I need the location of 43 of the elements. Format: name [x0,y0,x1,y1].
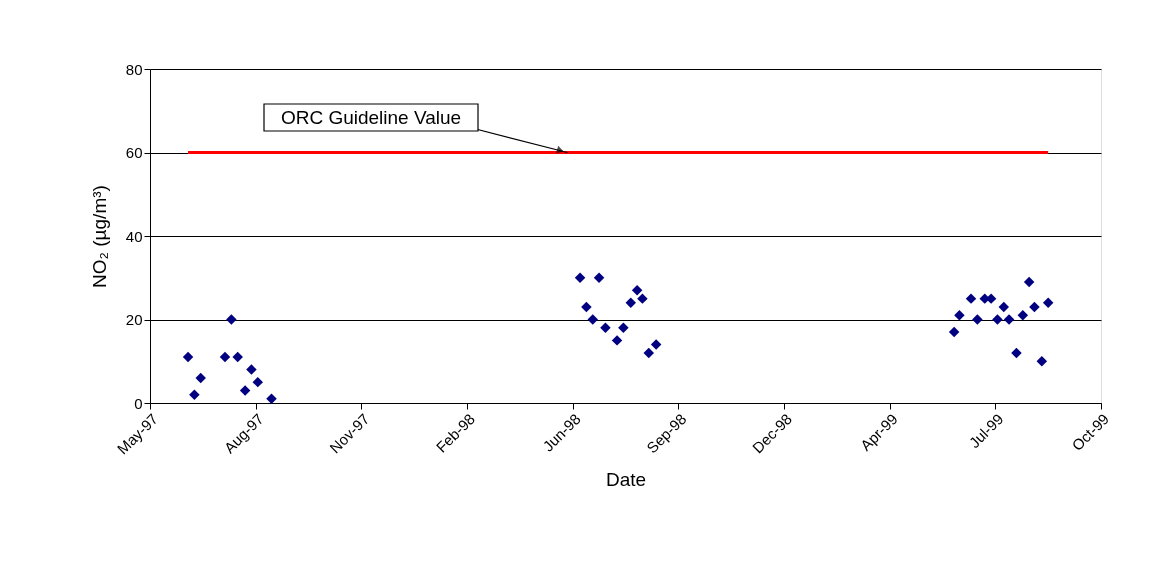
point [637,293,648,304]
y-tick-label: 0 [134,394,143,412]
point [631,285,643,296]
point [954,310,965,321]
y-tick-label: 80 [125,60,143,78]
point [189,389,200,400]
point [219,351,231,363]
point [574,272,586,283]
y-axis-title: NO₂ (µg/m³) [88,185,110,288]
x-axis-title: Date [605,469,647,491]
point [972,314,983,325]
point [232,351,243,363]
point [252,376,264,388]
point [593,272,605,283]
y-tick-label: 20 [125,311,143,328]
point [1017,310,1029,321]
point [992,314,1003,325]
point [650,339,662,350]
y-tick-label: 60 [125,144,143,161]
point [195,372,206,384]
point [948,326,960,338]
point [587,314,598,325]
point [226,314,237,325]
point [965,293,977,304]
point [1011,347,1022,359]
point [182,351,194,363]
point [266,393,277,405]
annotation: ORC Guideline Value [280,107,462,128]
y-tick-label: 40 [125,227,143,245]
point [1029,301,1040,313]
point [625,297,637,309]
point [239,385,251,396]
point [611,335,623,346]
point [643,347,654,359]
point [998,301,1010,313]
point [600,322,611,334]
point [1023,276,1035,288]
point [1036,356,1048,367]
point [1042,297,1054,309]
point [581,301,592,313]
point [246,364,257,375]
point [618,322,629,334]
point [1003,314,1015,325]
